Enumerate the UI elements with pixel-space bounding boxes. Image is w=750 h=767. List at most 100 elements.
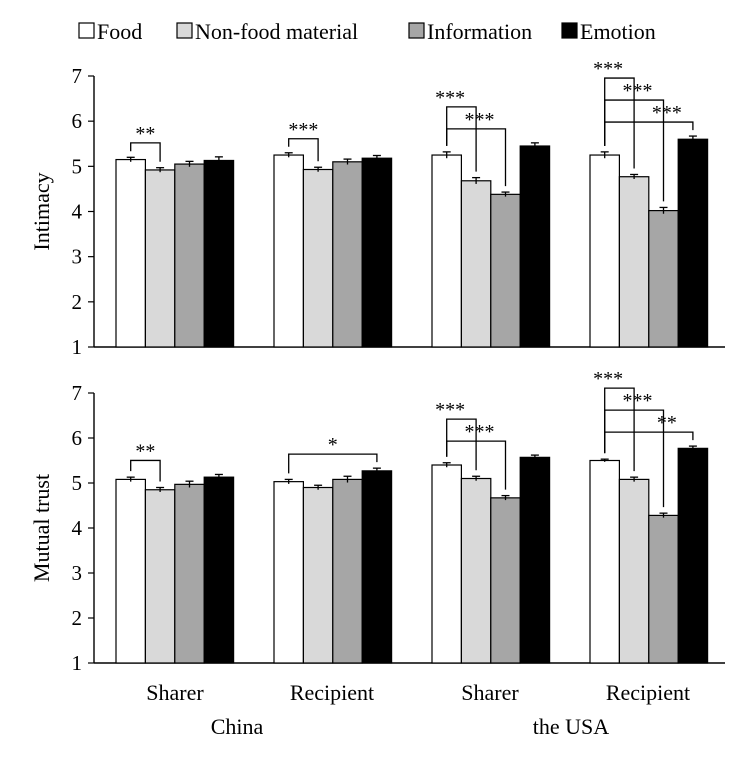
- y-tick-label-mutual-trust-6: 6: [72, 426, 83, 450]
- significance-label-mutual-trust-usa-recipient-6: **: [657, 412, 677, 434]
- bar-mutual-trust-china-sharer-emotion: [203, 476, 235, 664]
- error-bar-mutual-trust-china-sharer-information: [185, 480, 194, 488]
- bar-mutual-trust-china-sharer-food: [115, 478, 146, 664]
- error-bar-intimacy-china-recipient-food: [284, 152, 293, 158]
- error-bar-intimacy-china-recipient-emotion: [372, 154, 381, 161]
- significance-bracket-mutual-trust-china-sharer-0: **: [130, 440, 161, 482]
- legend-item-information: Information: [408, 19, 532, 44]
- error-bar-mutual-trust-china-recipient-food: [284, 478, 293, 484]
- significance-label-mutual-trust-china-recipient-1: *: [328, 434, 338, 456]
- bar-intimacy-china-recipient-non-food-material: [302, 168, 334, 348]
- significance-bracket-mutual-trust-usa-recipient-6: **: [604, 412, 694, 454]
- group-label-china-recipient: Recipient: [290, 680, 374, 705]
- bar-mutual-trust-usa-recipient-information: [648, 514, 679, 664]
- bar-mutual-trust-china-recipient-non-food-material: [302, 486, 334, 664]
- bar-mutual-trust-usa-sharer-food: [431, 464, 462, 664]
- bar-intimacy-china-sharer-food: [115, 158, 146, 348]
- significance-bracket-intimacy-usa-recipient-4: ***: [593, 58, 635, 169]
- significance-bracket-intimacy-usa-sharer-2: ***: [435, 87, 477, 172]
- error-bar-mutual-trust-china-sharer-non-food-material: [156, 486, 165, 492]
- error-bar-mutual-trust-china-recipient-information: [343, 475, 352, 483]
- bar-intimacy-china-sharer-emotion: [203, 159, 235, 348]
- bar-intimacy-usa-recipient-food: [589, 154, 620, 348]
- bar-mutual-trust-china-sharer-information: [174, 483, 205, 664]
- significance-bracket-intimacy-usa-sharer-3: ***: [446, 109, 507, 187]
- country-labels: China the USA: [211, 714, 610, 739]
- y-axis-label-mutual-trust: Mutual trust: [29, 474, 54, 582]
- error-bar-mutual-trust-usa-recipient-emotion: [688, 445, 697, 451]
- significance-label-mutual-trust-usa-sharer-2: ***: [435, 399, 465, 421]
- y-tick-label-intimacy-3: 3: [72, 245, 83, 269]
- error-bar-intimacy-usa-recipient-emotion: [688, 135, 697, 143]
- significance-label-intimacy-usa-recipient-5: ***: [623, 80, 653, 102]
- significance-label-intimacy-usa-recipient-6: ***: [652, 102, 682, 124]
- error-bar-intimacy-china-sharer-emotion: [214, 156, 223, 165]
- bar-intimacy-usa-sharer-information: [490, 193, 521, 348]
- legend-swatch-non-food-material: [176, 22, 193, 39]
- significance-label-intimacy-china-sharer-0: **: [135, 123, 155, 145]
- error-bar-mutual-trust-china-recipient-emotion: [372, 467, 381, 474]
- y-tick-label-intimacy-4: 4: [72, 200, 83, 224]
- bar-intimacy-usa-sharer-food: [431, 154, 462, 348]
- bar-intimacy-usa-recipient-information: [648, 209, 679, 348]
- bar-intimacy-china-recipient-information: [332, 161, 363, 348]
- significance-bracket-intimacy-china-sharer-0: **: [130, 123, 161, 162]
- significance-bracket-mutual-trust-usa-recipient-4: ***: [593, 368, 635, 472]
- group-label-usa-sharer: Sharer: [461, 680, 519, 705]
- group-label-china-sharer: Sharer: [146, 680, 204, 705]
- significance-label-mutual-trust-china-sharer-0: **: [135, 440, 155, 462]
- y-tick-label-intimacy-5: 5: [72, 154, 83, 178]
- error-bar-mutual-trust-usa-sharer-information: [501, 494, 510, 501]
- y-tick-label-mutual-trust-5: 5: [72, 471, 83, 495]
- significance-bracket-mutual-trust-usa-sharer-2: ***: [435, 399, 477, 471]
- error-bar-mutual-trust-usa-sharer-non-food-material: [472, 475, 481, 481]
- significance-label-intimacy-usa-sharer-3: ***: [465, 109, 495, 131]
- error-bar-intimacy-china-recipient-information: [343, 158, 352, 165]
- bar-mutual-trust-usa-sharer-non-food-material: [460, 477, 492, 664]
- y-tick-label-mutual-trust-2: 2: [72, 606, 83, 630]
- bar-mutual-trust-usa-recipient-non-food-material: [618, 478, 650, 664]
- legend-label-information: Information: [427, 19, 532, 44]
- error-bar-intimacy-china-sharer-food: [126, 156, 135, 162]
- bar-mutual-trust-china-recipient-information: [332, 478, 363, 664]
- error-bar-mutual-trust-china-sharer-emotion: [214, 473, 223, 480]
- bar-intimacy-usa-sharer-non-food-material: [460, 180, 492, 348]
- group-label-usa-recipient: Recipient: [606, 680, 690, 705]
- legend-label-emotion: Emotion: [580, 19, 656, 44]
- bar-intimacy-usa-sharer-emotion: [519, 145, 551, 348]
- error-bar-mutual-trust-usa-recipient-food: [600, 458, 609, 462]
- y-tick-label-intimacy-1: 1: [72, 335, 83, 359]
- y-tick-label-intimacy-6: 6: [72, 109, 83, 133]
- error-bar-intimacy-usa-recipient-food: [600, 151, 609, 159]
- legend-label-non-food-material: Non-food material: [195, 19, 358, 44]
- y-tick-label-mutual-trust-7: 7: [72, 381, 83, 405]
- group-labels: Sharer Recipient Sharer Recipient: [146, 680, 690, 705]
- error-bar-mutual-trust-china-recipient-non-food-material: [314, 484, 323, 490]
- bar-mutual-trust-usa-sharer-emotion: [519, 456, 551, 664]
- significance-label-mutual-trust-usa-recipient-4: ***: [593, 368, 623, 390]
- error-bar-mutual-trust-usa-sharer-emotion: [530, 454, 539, 460]
- error-bar-intimacy-usa-recipient-non-food-material: [630, 173, 639, 179]
- bar-intimacy-usa-recipient-non-food-material: [618, 176, 650, 348]
- legend: Food Non-food material Information Emoti…: [78, 19, 656, 44]
- error-bar-intimacy-usa-sharer-information: [501, 191, 510, 197]
- country-label-china: China: [211, 714, 264, 739]
- y-tick-label-intimacy-7: 7: [72, 64, 83, 88]
- legend-swatch-information: [408, 22, 425, 39]
- y-tick-label-mutual-trust-4: 4: [72, 516, 83, 540]
- significance-label-intimacy-china-recipient-1: ***: [288, 119, 318, 141]
- error-bar-intimacy-usa-sharer-food: [442, 151, 451, 159]
- legend-item-emotion: Emotion: [561, 19, 656, 44]
- bar-mutual-trust-china-recipient-food: [273, 481, 304, 664]
- bar-mutual-trust-usa-recipient-emotion: [677, 447, 709, 664]
- legend-item-non-food-material: Non-food material: [176, 19, 358, 44]
- error-bar-mutual-trust-usa-sharer-food: [442, 462, 451, 468]
- legend-label-food: Food: [97, 19, 142, 44]
- bar-mutual-trust-china-sharer-non-food-material: [144, 489, 176, 664]
- bar-mutual-trust-usa-recipient-food: [589, 459, 620, 664]
- error-bar-mutual-trust-usa-recipient-non-food-material: [630, 476, 639, 482]
- bar-intimacy-usa-recipient-emotion: [677, 138, 709, 348]
- bar-intimacy-china-recipient-food: [273, 154, 304, 348]
